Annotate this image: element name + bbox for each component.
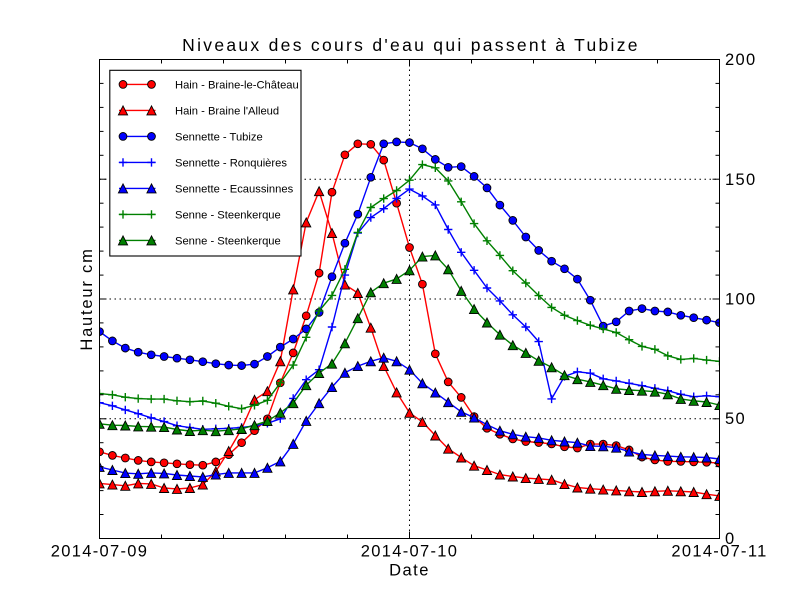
svg-text:Niveaux des cours d'eau qui pa: Niveaux des cours d'eau qui passent à Tu… bbox=[182, 35, 640, 55]
svg-text:150: 150 bbox=[725, 171, 756, 189]
svg-text:0: 0 bbox=[725, 530, 735, 548]
svg-text:Sennette - Ecaussinnes: Sennette - Ecaussinnes bbox=[175, 184, 294, 196]
svg-text:200: 200 bbox=[725, 51, 756, 69]
svg-text:Date: Date bbox=[389, 562, 430, 580]
svg-text:Sennette - Tubize: Sennette - Tubize bbox=[175, 132, 263, 144]
svg-text:50: 50 bbox=[725, 410, 746, 428]
svg-text:Hain - Braine l'Alleud: Hain - Braine l'Alleud bbox=[175, 106, 279, 118]
svg-text:Senne - Steenkerque: Senne - Steenkerque bbox=[175, 210, 281, 222]
svg-text:2014-07-09: 2014-07-09 bbox=[51, 543, 148, 561]
svg-text:100: 100 bbox=[725, 291, 756, 309]
svg-text:Hain - Braine-le-Château: Hain - Braine-le-Château bbox=[175, 80, 299, 92]
svg-text:2014-07-11: 2014-07-11 bbox=[671, 543, 767, 561]
svg-text:Sennette - Ronquières: Sennette - Ronquières bbox=[175, 158, 287, 170]
svg-text:Senne - Steenkerque: Senne - Steenkerque bbox=[175, 236, 281, 248]
svg-text:2014-07-10: 2014-07-10 bbox=[361, 543, 458, 561]
svg-text:Hauteur cm: Hauteur cm bbox=[78, 247, 96, 350]
